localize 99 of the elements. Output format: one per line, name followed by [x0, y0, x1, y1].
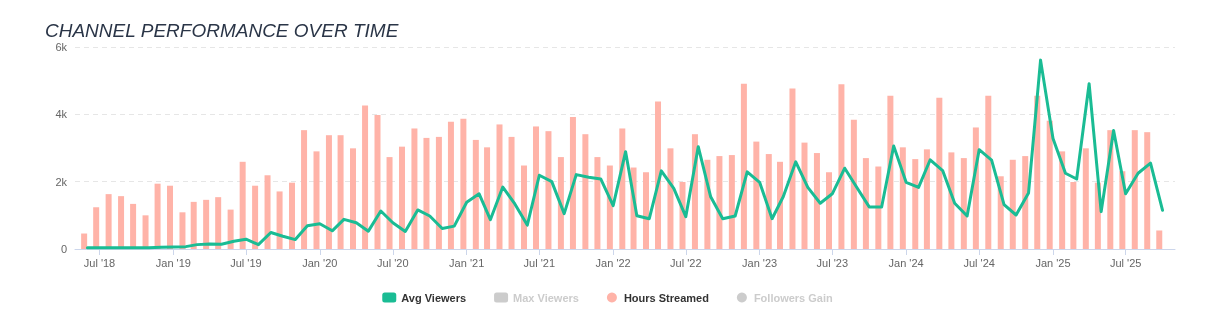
- chart-title: CHANNEL PERFORMANCE OVER TIME: [45, 20, 399, 41]
- x-tick-label: Jul '25: [1109, 256, 1142, 269]
- bar: [179, 212, 186, 249]
- y-tick-label: 6k: [55, 41, 68, 53]
- bar: [1156, 230, 1163, 249]
- y-tick-label: 2k: [55, 175, 68, 188]
- y-tick-label: 0: [60, 243, 67, 255]
- bar: [1046, 120, 1053, 249]
- y-tick-label: 4k: [55, 108, 68, 121]
- bar: [398, 146, 405, 249]
- bar: [936, 97, 943, 249]
- bar: [142, 215, 149, 249]
- bar: [825, 172, 832, 249]
- bar: [557, 157, 564, 249]
- x-tick-label: Jan '25: [1035, 256, 1071, 269]
- bar: [496, 124, 503, 249]
- bar: [435, 136, 442, 249]
- bar: [508, 136, 515, 249]
- bar: [740, 83, 747, 249]
- bar: [411, 128, 418, 249]
- bar: [252, 185, 259, 249]
- bar: [1070, 182, 1077, 249]
- bar: [1009, 159, 1016, 249]
- bar: [1144, 132, 1151, 249]
- bar: [777, 161, 784, 249]
- legend-label: Hours Streamed: [623, 291, 709, 304]
- bar: [862, 158, 869, 249]
- bar: [264, 175, 271, 249]
- bar: [203, 199, 210, 249]
- x-tick-label: Jan '23: [742, 256, 778, 269]
- bar: [374, 115, 381, 249]
- bar: [93, 207, 100, 249]
- bar: [81, 233, 88, 249]
- bar: [325, 135, 332, 249]
- bar: [423, 137, 430, 249]
- bar: [460, 118, 467, 249]
- x-tick-label: Jul '23: [816, 256, 848, 269]
- bar: [960, 158, 967, 249]
- bar: [154, 183, 161, 249]
- bar: [1131, 130, 1138, 249]
- bar: [447, 121, 454, 249]
- bar: [716, 156, 723, 249]
- bar: [655, 101, 662, 249]
- bar: [167, 185, 174, 249]
- bar: [1022, 156, 1029, 249]
- bar: [594, 157, 601, 249]
- bar: [1059, 151, 1066, 249]
- bar: [875, 166, 882, 249]
- bar: [912, 159, 919, 249]
- bar: [350, 148, 357, 249]
- bar: [985, 95, 992, 249]
- bar: [386, 157, 393, 249]
- bar: [190, 201, 197, 249]
- bar: [850, 119, 857, 249]
- bar: [484, 147, 491, 249]
- line-series: [85, 58, 1165, 250]
- bar: [215, 197, 222, 249]
- bar: [606, 165, 613, 249]
- bar: [813, 153, 820, 249]
- bar: [1082, 148, 1089, 249]
- x-tick-label: Jan '20: [302, 256, 338, 269]
- bar: [472, 139, 479, 249]
- x-tick-label: Jan '24: [888, 256, 924, 269]
- x-tick-label: Jul '20: [377, 256, 409, 269]
- bar: [118, 196, 125, 249]
- bar: [301, 130, 308, 249]
- bar: [569, 117, 576, 249]
- bar: [276, 191, 283, 249]
- bar: [520, 165, 527, 249]
- bar: [753, 141, 760, 249]
- bar: [545, 131, 552, 249]
- bar: [789, 88, 796, 249]
- bar: [923, 149, 930, 249]
- bar: [105, 194, 112, 249]
- bar: [948, 152, 955, 249]
- bar: [130, 203, 137, 249]
- bar: [239, 161, 246, 249]
- bar: [227, 209, 234, 249]
- x-tick-label: Jul '18: [83, 256, 116, 269]
- x-tick-label: Jul '19: [230, 256, 262, 269]
- bar: [667, 148, 674, 249]
- bar: [728, 155, 735, 249]
- bar: [289, 182, 296, 249]
- x-tick-label: Jul '21: [523, 256, 556, 269]
- bar: [362, 105, 369, 249]
- bar: [765, 154, 772, 249]
- bar: [642, 172, 649, 249]
- bar: [801, 142, 808, 249]
- x-tick-label: Jul '24: [963, 256, 995, 269]
- bar: [337, 135, 344, 249]
- bar: [313, 151, 320, 249]
- bar: [899, 147, 906, 249]
- x-tick-label: Jan '19: [155, 256, 191, 269]
- x-tick-label: Jul '22: [670, 256, 702, 269]
- x-tick-label: Jan '21: [449, 256, 485, 269]
- legend-label: Avg Viewers: [401, 291, 467, 304]
- x-tick-label: Jan '22: [595, 256, 631, 269]
- bar: [838, 84, 845, 249]
- bar: [582, 134, 589, 249]
